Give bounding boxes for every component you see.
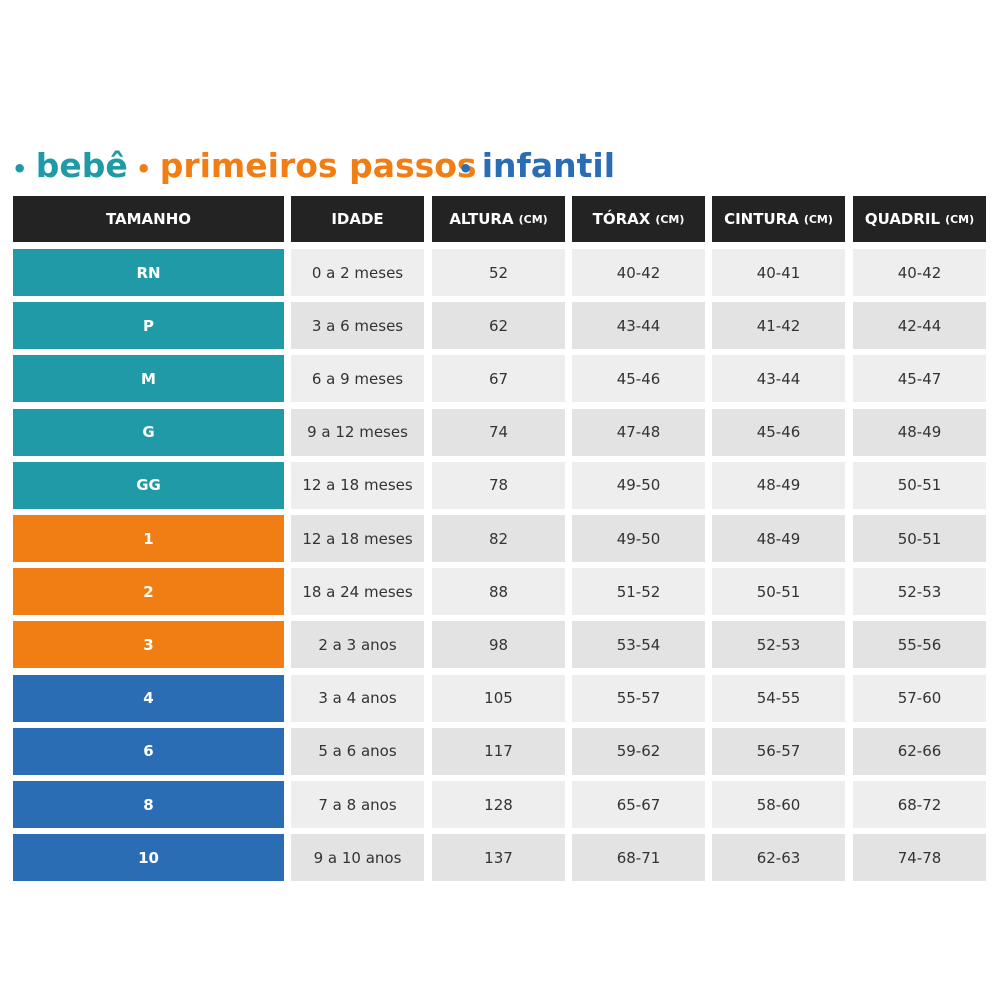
- table-cell: 54-55: [712, 674, 845, 722]
- bullet: •: [136, 155, 160, 183]
- table-cell: 12 a 18 meses: [291, 461, 424, 509]
- table-cell: 78: [432, 461, 565, 509]
- legend-item: • infantil: [458, 146, 615, 185]
- table-cell: 50-51: [712, 568, 845, 616]
- size-cell: 2: [13, 568, 284, 616]
- table-cell: 59-62: [572, 727, 705, 775]
- table-cell: 50-51: [853, 515, 986, 562]
- table-cell: 42-44: [853, 302, 986, 350]
- table-cell: 68-72: [853, 781, 986, 828]
- column-header: CINTURA (CM): [712, 196, 845, 242]
- table-cell: 55-57: [572, 674, 705, 722]
- table-cell: 53-54: [572, 621, 705, 669]
- table-cell: 40-42: [853, 249, 986, 296]
- table-cell: 137: [432, 834, 565, 882]
- legend-item: • primeiros passos: [136, 146, 477, 185]
- table-cell: 49-50: [572, 461, 705, 509]
- legend-label: infantil: [481, 146, 616, 185]
- size-cell: RN: [13, 249, 284, 296]
- table-cell: 117: [432, 727, 565, 775]
- table-cell: 52-53: [712, 621, 845, 669]
- table-cell: 3 a 4 anos: [291, 674, 424, 722]
- header-unit: (CM): [803, 212, 833, 226]
- size-cell: G: [13, 408, 284, 456]
- header-label: IDADE: [331, 210, 384, 228]
- table-cell: 62-63: [712, 834, 845, 882]
- table-cell: 2 a 3 anos: [291, 621, 424, 669]
- table-cell: 74-78: [853, 834, 986, 882]
- size-cell: 1: [13, 515, 284, 562]
- header-label: TÓRAX: [592, 210, 651, 228]
- header-label: ALTURA: [449, 210, 514, 228]
- header-label: QUADRIL: [864, 210, 941, 228]
- size-cell: 6: [13, 727, 284, 775]
- size-cell: M: [13, 355, 284, 403]
- legend-label: primeiros passos: [159, 146, 477, 185]
- size-cell: 10: [13, 834, 284, 882]
- legend-item: • bebê: [12, 146, 128, 185]
- column-header: QUADRIL (CM): [853, 196, 986, 242]
- table-cell: 47-48: [572, 408, 705, 456]
- table-cell: 51-52: [572, 568, 705, 616]
- table-cell: 52: [432, 249, 565, 296]
- table-cell: 68-71: [572, 834, 705, 882]
- table-cell: 48-49: [712, 515, 845, 562]
- table-cell: 45-46: [572, 355, 705, 403]
- table-cell: 45-47: [853, 355, 986, 403]
- table-cell: 7 a 8 anos: [291, 781, 424, 828]
- table-cell: 18 a 24 meses: [291, 568, 424, 616]
- column-header: ALTURA (CM): [432, 196, 565, 242]
- header-unit: (CM): [945, 212, 975, 226]
- table-cell: 67: [432, 355, 565, 403]
- table-cell: 43-44: [572, 302, 705, 350]
- table-cell: 62: [432, 302, 565, 350]
- table-cell: 65-67: [572, 781, 705, 828]
- table-cell: 57-60: [853, 674, 986, 722]
- table-cell: 9 a 10 anos: [291, 834, 424, 882]
- header-unit: (CM): [655, 212, 685, 226]
- table-cell: 55-56: [853, 621, 986, 669]
- table-cell: 98: [432, 621, 565, 669]
- table-cell: 82: [432, 515, 565, 562]
- table-cell: 128: [432, 781, 565, 828]
- header-label: TAMANHO: [105, 210, 192, 228]
- table-cell: 62-66: [853, 727, 986, 775]
- table-cell: 45-46: [712, 408, 845, 456]
- table-cell: 49-50: [572, 515, 705, 562]
- table-cell: 9 a 12 meses: [291, 408, 424, 456]
- size-cell: P: [13, 302, 284, 350]
- table-cell: 48-49: [853, 408, 986, 456]
- table-cell: 50-51: [853, 461, 986, 509]
- header-label: CINTURA: [724, 210, 799, 228]
- table-cell: 6 a 9 meses: [291, 355, 424, 403]
- size-cell: 8: [13, 781, 284, 828]
- column-header: IDADE: [291, 196, 424, 242]
- bullet: •: [12, 155, 36, 183]
- size-cell: 3: [13, 621, 284, 669]
- size-cell: 4: [13, 674, 284, 722]
- table-cell: 3 a 6 meses: [291, 302, 424, 350]
- table-cell: 40-41: [712, 249, 845, 296]
- table-cell: 52-53: [853, 568, 986, 616]
- table-cell: 56-57: [712, 727, 845, 775]
- table-cell: 5 a 6 anos: [291, 727, 424, 775]
- table-cell: 43-44: [712, 355, 845, 403]
- table-cell: 88: [432, 568, 565, 616]
- column-header: TÓRAX (CM): [572, 196, 705, 242]
- table-cell: 41-42: [712, 302, 845, 350]
- table-cell: 74: [432, 408, 565, 456]
- bullet: •: [458, 155, 482, 183]
- table-cell: 105: [432, 674, 565, 722]
- table-cell: 40-42: [572, 249, 705, 296]
- table-cell: 48-49: [712, 461, 845, 509]
- legend-label: bebê: [35, 146, 128, 185]
- table-cell: 12 a 18 meses: [291, 515, 424, 562]
- header-unit: (CM): [518, 212, 548, 226]
- size-cell: GG: [13, 461, 284, 509]
- column-header: TAMANHO: [13, 196, 284, 242]
- table-cell: 58-60: [712, 781, 845, 828]
- table-cell: 0 a 2 meses: [291, 249, 424, 296]
